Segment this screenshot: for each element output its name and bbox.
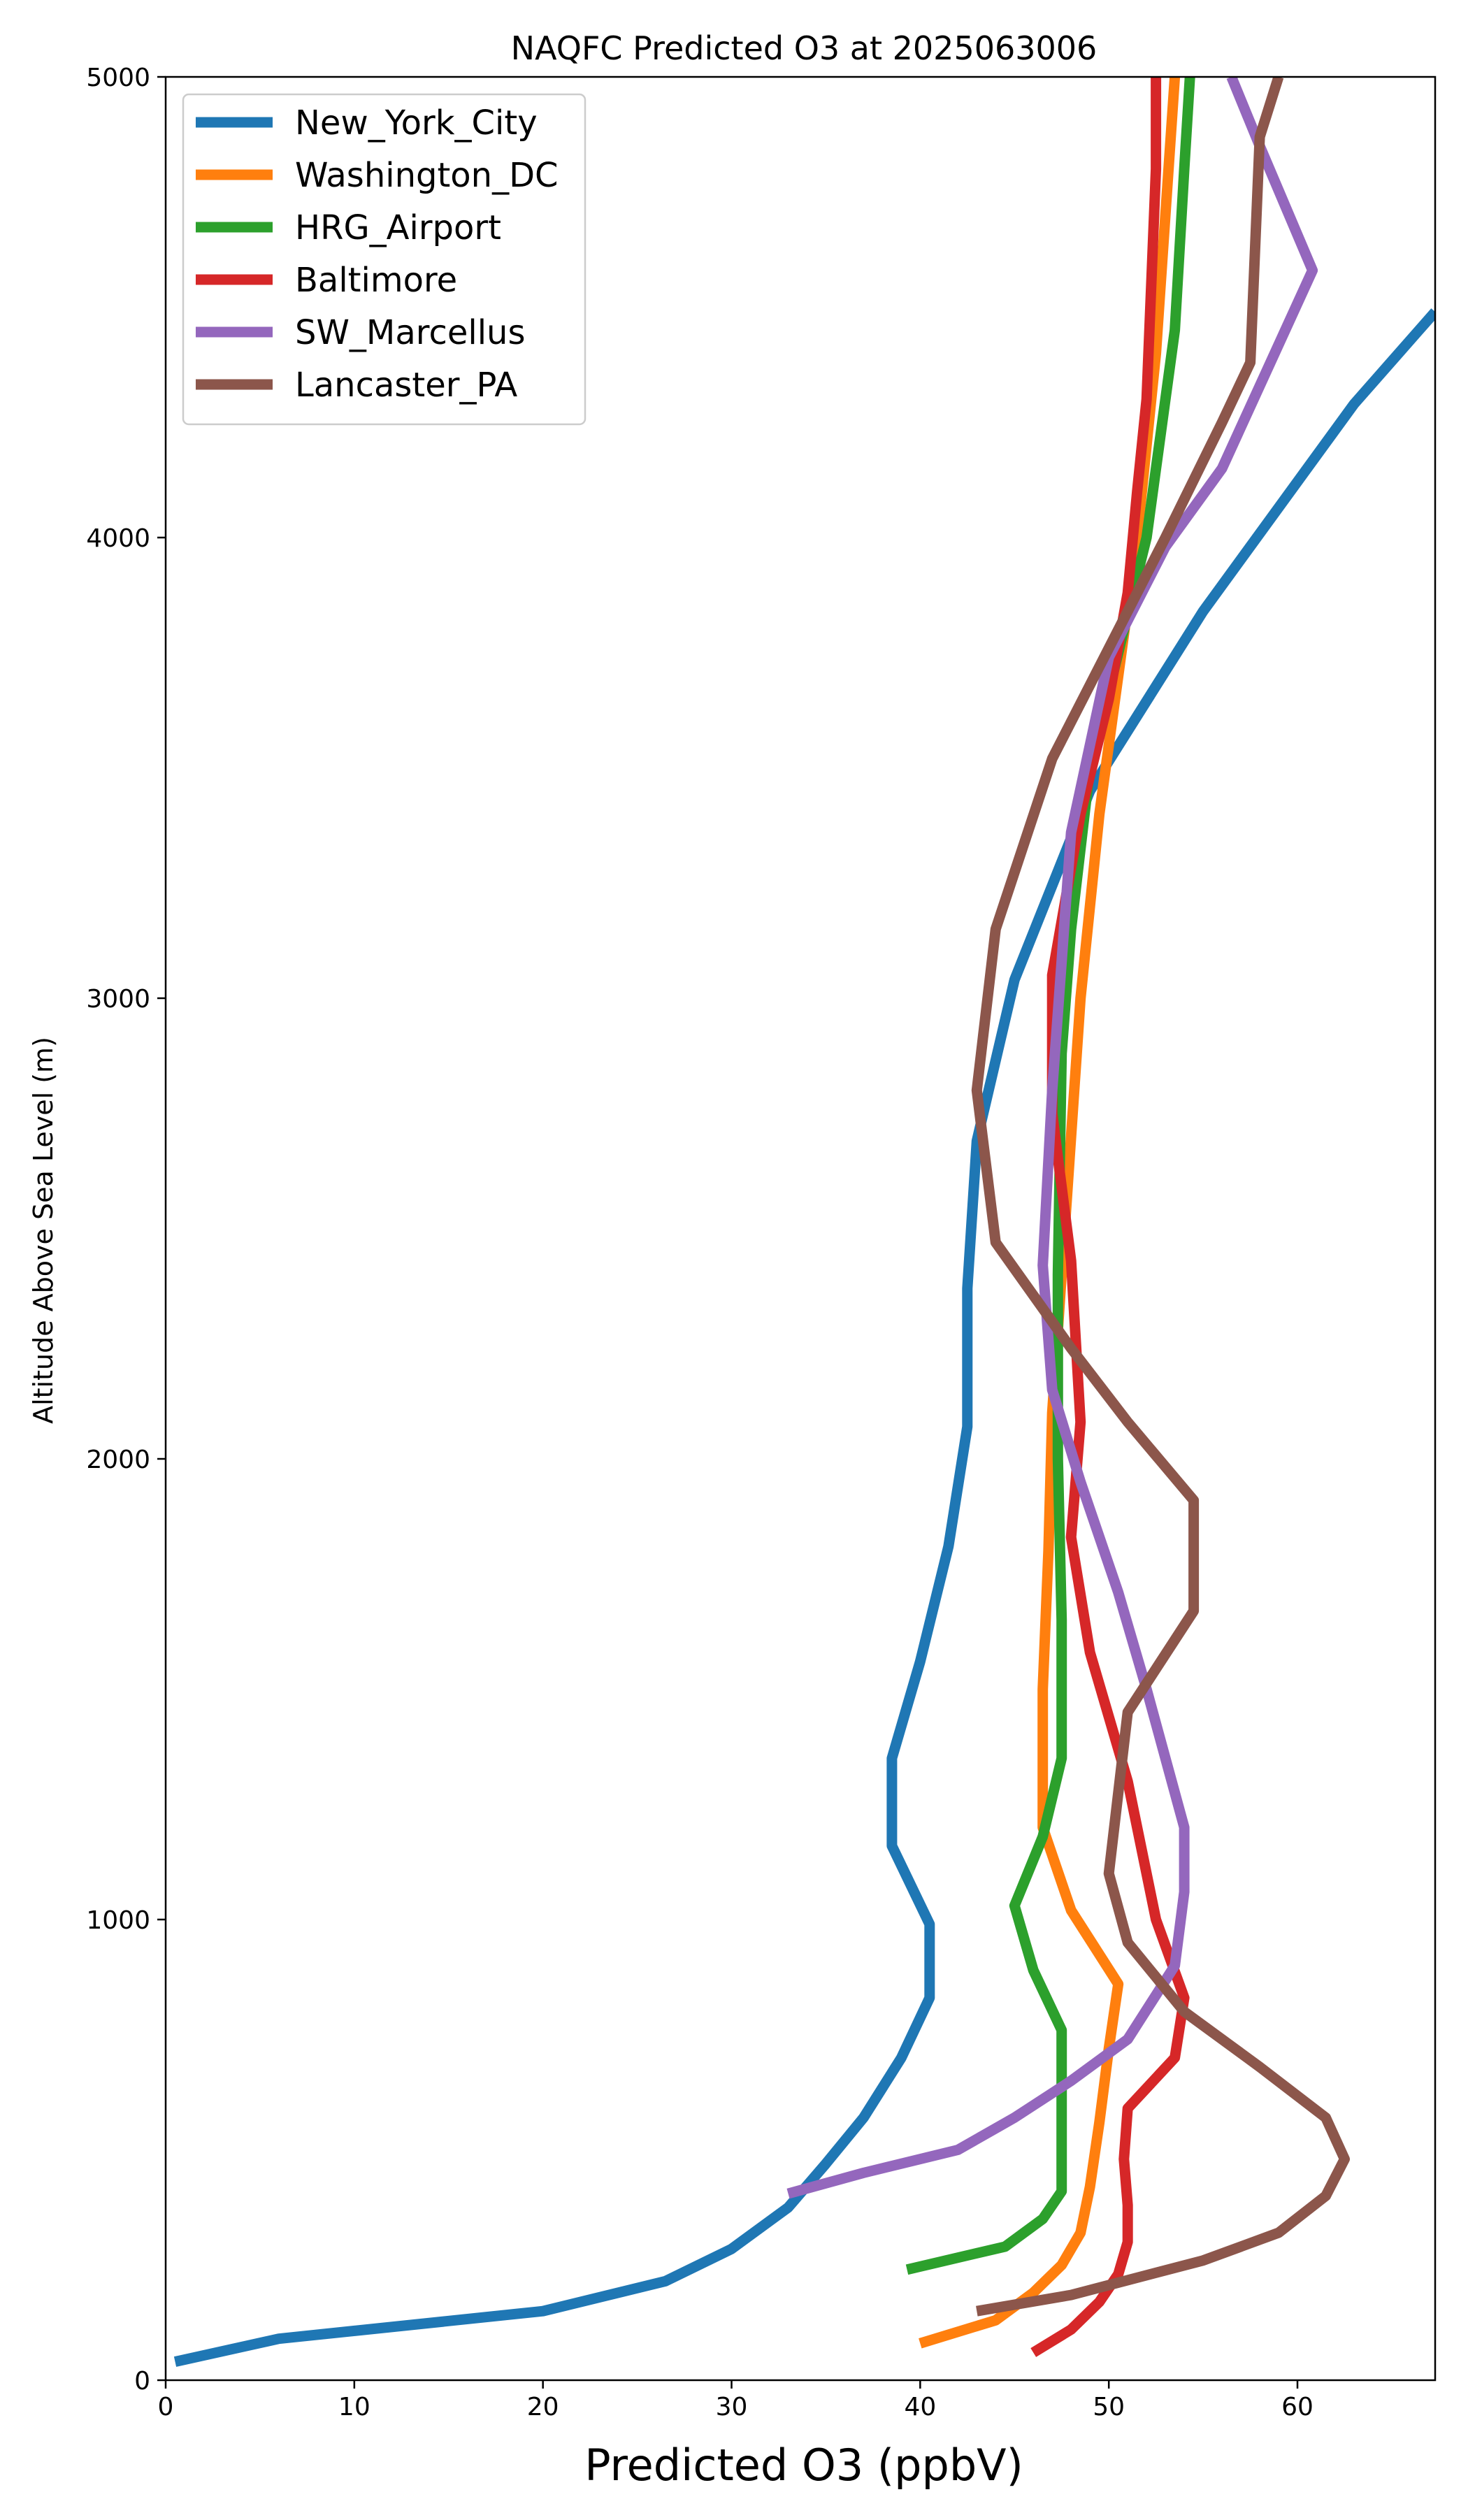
y-tick-label: 4000: [86, 524, 150, 553]
y-axis-ticks: 0 1000 2000 3000 4000 5000: [86, 64, 166, 2396]
y-tick-label: 5000: [86, 64, 150, 92]
legend: New_York_City Washington_DC HRG_Airport Bal…: [182, 93, 587, 426]
x-tick-label: 50: [1093, 2393, 1125, 2421]
legend-label-washington-dc: Washington_DC: [295, 156, 559, 195]
x-axis-label: Predicted O3 (ppbV): [584, 2440, 1023, 2491]
x-tick-label: 40: [904, 2393, 936, 2421]
legend-label-hrg-airport: HRG_Airport: [295, 208, 501, 247]
x-tick-label: 60: [1281, 2393, 1314, 2421]
y-tick-label: 2000: [86, 1446, 150, 1474]
series-line-washington-dc: [919, 77, 1181, 2349]
y-tick-label: 0: [134, 2367, 150, 2396]
x-tick-label: 20: [527, 2393, 559, 2421]
series-line-sw-marcellus: [786, 77, 1318, 2199]
legend-label-lancaster-pa: Lancaster_PA: [295, 366, 517, 405]
x-tick-label: 10: [338, 2393, 370, 2421]
series-line-lancaster-pa: [971, 77, 1350, 2317]
series-line-new-york-city: [173, 308, 1435, 2367]
legend-label-sw-marcellus: SW_Marcellus: [295, 313, 525, 352]
legend-box: [182, 93, 587, 426]
plot-frame: [164, 75, 1437, 2382]
y-tick-label: 1000: [86, 1906, 150, 1935]
series-line-baltimore: [1030, 77, 1190, 2357]
series-lines: [173, 77, 1435, 2367]
chart-title: NAQFC Predicted O3 at 2025063006: [511, 29, 1098, 67]
x-axis-ticks: 0 10 20 30 40 50 60: [158, 2380, 1314, 2421]
legend-label-new-york-city: New_York_City: [295, 103, 538, 143]
x-tick-label: 30: [716, 2393, 748, 2421]
legend-label-baltimore: Baltimore: [295, 261, 457, 300]
x-tick-label: 0: [158, 2393, 174, 2421]
y-axis-label: Altitude Above Sea Level (m): [28, 1037, 59, 1424]
y-tick-label: 3000: [86, 985, 150, 1014]
